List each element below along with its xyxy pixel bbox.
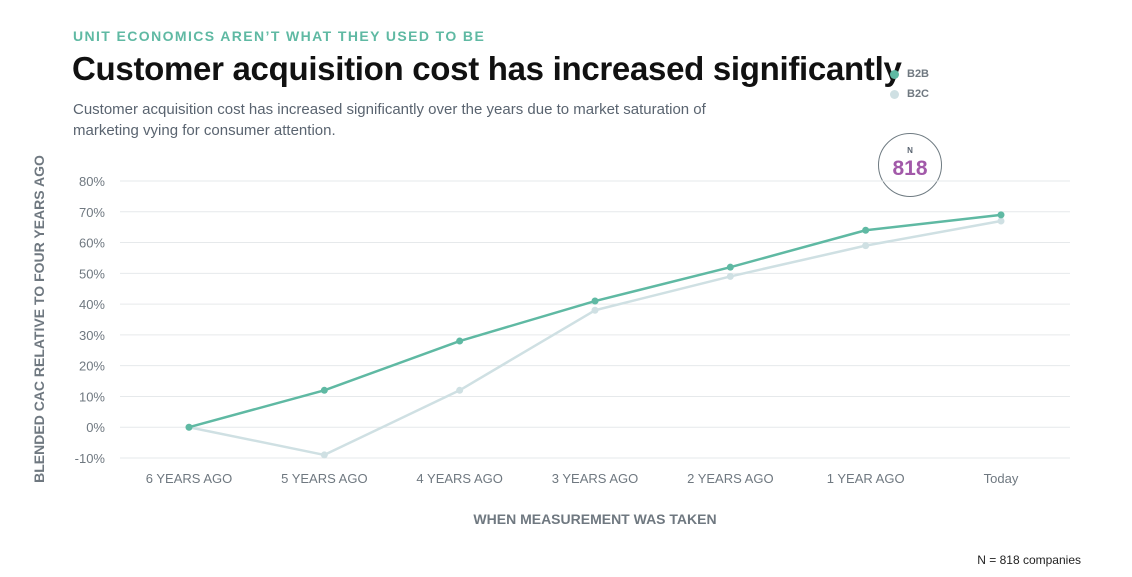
y-tick-label: 10% <box>79 389 105 404</box>
data-point-b2b <box>320 386 328 394</box>
legend-swatch-b2b <box>890 69 899 79</box>
x-tick-label: Today <box>984 471 1019 486</box>
chart-eyebrow: UNIT ECONOMICS AREN’T WHAT THEY USED TO … <box>73 28 486 44</box>
x-tick-label: 5 YEARS AGO <box>281 471 367 486</box>
data-point-b2c <box>862 242 870 250</box>
series-b2b <box>185 211 1005 431</box>
x-axis-title: WHEN MEASUREMENT WAS TAKEN <box>473 511 716 527</box>
y-tick-label: 40% <box>79 297 105 312</box>
data-point-b2b <box>456 337 464 345</box>
data-point-b2c <box>456 386 464 394</box>
x-tick-label: 3 YEARS AGO <box>552 471 638 486</box>
legend-item-b2b: B2B <box>890 64 929 84</box>
chart-title: Customer acquisition cost has increased … <box>72 50 902 87</box>
legend: B2B B2C <box>890 64 929 104</box>
y-tick-label: -10% <box>75 451 106 466</box>
data-point-b2b <box>185 423 193 431</box>
y-tick-label: 20% <box>79 359 105 374</box>
data-point-b2c <box>320 451 328 459</box>
sample-size-badge: N 818 <box>878 133 942 197</box>
x-tick-label: 2 YEARS AGO <box>687 471 773 486</box>
legend-item-b2c: B2C <box>890 84 929 104</box>
x-tick-label: 6 YEARS AGO <box>146 471 232 486</box>
x-tick-labels: 6 YEARS AGO 5 YEARS AGO 4 YEARS AGO 3 YEARS… <box>146 471 1019 486</box>
data-point-b2b <box>997 211 1005 219</box>
y-tick-label: 0% <box>86 420 105 435</box>
sample-size-value: 818 <box>892 157 928 180</box>
y-axis-title: BLENDED CAC RELATIVE TO FOUR YEARS AGO <box>31 155 47 483</box>
y-tick-labels: 80% 70% 60% 50% 40% 30% 20% 10% 0% -10% <box>75 174 106 466</box>
data-point-b2c <box>997 217 1005 225</box>
legend-label-b2c: B2C <box>907 88 930 100</box>
legend-label-b2b: B2B <box>907 68 930 80</box>
data-point-b2b <box>862 226 870 234</box>
y-tick-label: 80% <box>79 174 105 189</box>
chart-subtitle: Customer acquisition cost has increased … <box>73 101 706 139</box>
data-point-b2c <box>591 306 599 314</box>
footnote: N = 818 companies <box>977 553 1081 567</box>
data-point-b2c <box>726 272 734 280</box>
gridlines <box>120 180 1070 459</box>
y-tick-label: 30% <box>79 328 105 343</box>
y-tick-label: 70% <box>79 205 105 220</box>
y-tick-label: 50% <box>79 266 105 281</box>
series-line-b2b <box>188 213 1002 429</box>
x-tick-label: 4 YEARS AGO <box>416 471 502 486</box>
series-b2c <box>185 217 1005 459</box>
legend-swatch-b2c <box>890 89 899 99</box>
y-tick-label: 60% <box>79 236 105 251</box>
sample-size-label: N <box>907 146 913 155</box>
data-point-b2b <box>726 263 734 271</box>
x-tick-label: 1 YEAR AGO <box>827 471 905 486</box>
series-line-b2c <box>188 219 1002 457</box>
data-point-b2b <box>591 297 599 305</box>
